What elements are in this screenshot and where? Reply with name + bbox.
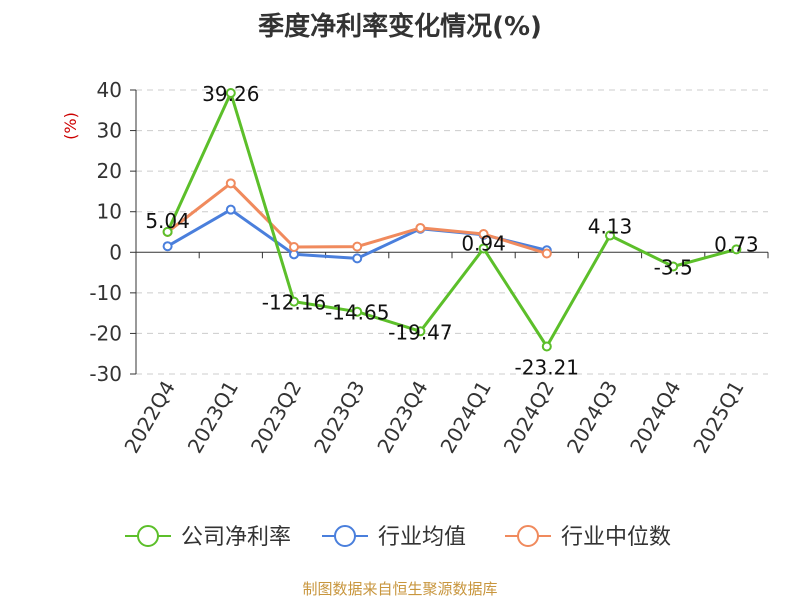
data-label: -19.47 — [388, 320, 452, 344]
data-label: 0.94 — [461, 231, 506, 255]
data-point — [478, 243, 489, 254]
x-tick-label: 2022Q4 — [119, 377, 179, 458]
data-point — [541, 248, 552, 259]
x-tick-label: 2025Q1 — [688, 377, 748, 458]
data-point — [352, 306, 363, 317]
data-label: 5.04 — [145, 209, 190, 233]
data-point — [478, 229, 489, 240]
x-tick-label: 2023Q4 — [372, 377, 432, 458]
series-line — [166, 91, 737, 348]
data-label: 4.13 — [588, 215, 633, 239]
y-tick-label: 20 — [97, 159, 122, 183]
data-point — [541, 341, 552, 352]
x-tick-label: 2024Q4 — [625, 377, 685, 458]
y-tick-label: 30 — [97, 119, 122, 143]
x-tick-label: 2023Q2 — [246, 377, 306, 458]
data-point — [289, 242, 299, 253]
data-point — [605, 230, 615, 241]
data-label: -23.21 — [515, 355, 579, 379]
x-tick-label: 2024Q3 — [562, 377, 622, 458]
legend-marker — [137, 525, 159, 547]
y-tick-label: -20 — [89, 321, 122, 345]
source-note: 制图数据来自恒生聚源数据库 — [302, 580, 498, 598]
data-point — [225, 204, 236, 215]
legend-label: 行业均值 — [378, 525, 466, 550]
x-tick-label: 2023Q3 — [309, 377, 369, 458]
legend-marker — [517, 525, 539, 547]
data-label: -14.65 — [325, 301, 389, 325]
x-tick-label: 2023Q1 — [183, 377, 243, 458]
legend-marker — [334, 525, 356, 547]
data-point — [162, 241, 173, 252]
y-tick-label: -10 — [89, 281, 122, 305]
y-tick-label: -30 — [89, 362, 122, 386]
x-tick-label: 2024Q1 — [435, 377, 495, 458]
chart-title: 季度净利率变化情况(%) — [258, 12, 542, 42]
data-point — [352, 253, 363, 264]
data-point — [225, 88, 236, 99]
x-tick-label: 2024Q2 — [499, 377, 559, 458]
data-point — [415, 222, 426, 233]
data-point — [415, 326, 426, 337]
data-point — [668, 261, 679, 272]
y-tick-label: 40 — [97, 78, 122, 102]
y-tick-label: 0 — [109, 240, 122, 264]
data-point — [731, 244, 742, 255]
data-label: -3.5 — [654, 255, 693, 279]
data-point — [225, 178, 236, 189]
data-point — [289, 296, 299, 307]
data-label: 39.26 — [202, 82, 259, 106]
data-label: 0.73 — [714, 232, 759, 256]
y-tick-label: 10 — [97, 200, 122, 224]
legend-label: 公司净利率 — [181, 525, 291, 550]
data-point — [352, 241, 363, 252]
data-point — [162, 226, 173, 237]
data-label: -12.16 — [262, 291, 326, 315]
legend-label: 行业中位数 — [561, 525, 671, 550]
y-axis-label: (%) — [61, 112, 80, 140]
